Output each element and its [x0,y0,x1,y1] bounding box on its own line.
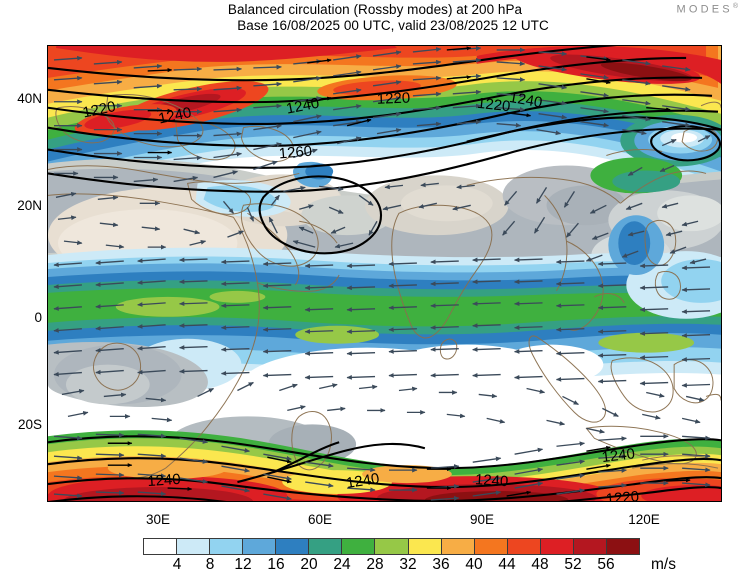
colorbar-segment [540,539,574,554]
colorbar-tick-40: 40 [465,556,483,573]
map-plot-area[interactable]: 1220 1240 1240 1220 1260 1220 1240 x 124… [47,45,722,502]
colorbar-segment [573,539,607,554]
colorbar-segment [342,539,376,554]
chart-title: Balanced circulation (Rossby modes) at 2… [227,2,523,17]
colorbar-tick-4: 4 [172,556,182,573]
colorbar-tick-36: 36 [432,556,450,573]
x-tick-label-120e: 120E [628,512,660,527]
colorbar-segment [507,539,541,554]
svg-text:1240: 1240 [508,89,544,111]
colorbar[interactable] [143,538,640,555]
chart-subtitle: Base 16/08/2025 00 UTC, valid 23/08/2025… [237,17,549,33]
colorbar-tick-48: 48 [531,556,549,573]
svg-text:1220: 1220 [377,90,411,108]
colorbar-segment [309,539,343,554]
svg-text:1220: 1220 [81,98,117,122]
colorbar-tick-16: 16 [267,556,285,573]
colorbar-segment [276,539,310,554]
map-canvas: 1220 1240 1240 1220 1260 1220 1240 x 124… [48,46,721,501]
svg-text:1260: 1260 [278,143,313,163]
x-tick-label-90e: 90E [469,512,495,527]
y-tick-label-40n: 40N [17,91,42,106]
contour-label-layer: 1220 1240 1240 1220 1260 1220 1240 x 124… [81,89,640,501]
colorbar-tick-12: 12 [234,556,252,573]
colorbar-segment [441,539,475,554]
map-svg: 1220 1240 1240 1220 1260 1220 1240 x 124… [48,46,721,501]
colorbar-segment [408,539,442,554]
colorbar-tick-24: 24 [333,556,351,573]
colorbar-segment [474,539,508,554]
colorbar-segment [243,539,277,554]
y-tick-label-20n: 20N [17,198,42,213]
colorbar-tick-20: 20 [300,556,318,573]
colorbar-tick-44: 44 [498,556,516,573]
y-tick-label-20s: 20S [17,417,42,432]
y-tick-label-0: 0 [34,310,42,325]
modes-logo: MODES® [676,3,738,16]
colorbar-tick-32: 32 [399,556,417,573]
colorbar-segment [177,539,211,554]
svg-text:1240: 1240 [157,104,193,128]
colorbar-tick-52: 52 [564,556,582,573]
colorbar-segment [210,539,244,554]
colorbar-units-label: m/s [651,556,676,573]
colorbar-tick-28: 28 [366,556,384,573]
svg-text:1220: 1220 [294,499,329,501]
svg-text:1240: 1240 [345,470,381,492]
svg-text:1240: 1240 [147,471,181,490]
colorbar-tick-56: 56 [597,556,615,573]
svg-text:1220: 1220 [476,95,511,115]
streamline-arrow-layer [107,46,691,497]
colorbar-segment [144,539,178,554]
modes-logo-mark: ® [732,3,738,10]
colorbar-segment [375,539,409,554]
svg-text:1240: 1240 [474,471,508,490]
svg-text:1220: 1220 [605,488,640,501]
chart-title-block: Balanced circulation (Rossby modes) at 2… [0,2,750,33]
colorbar-segment [606,539,639,554]
colorbar-tick-8: 8 [205,556,215,573]
speed-shading-layer [48,46,721,501]
svg-text:1240: 1240 [601,445,636,466]
svg-text:1240: 1240 [285,95,321,118]
coastline-layer [48,94,721,480]
modes-logo-text: MODES [676,3,733,16]
x-tick-label-60e: 60E [307,512,333,527]
x-tick-label-30e: 30E [145,512,171,527]
wind-vector-layer [53,46,711,501]
